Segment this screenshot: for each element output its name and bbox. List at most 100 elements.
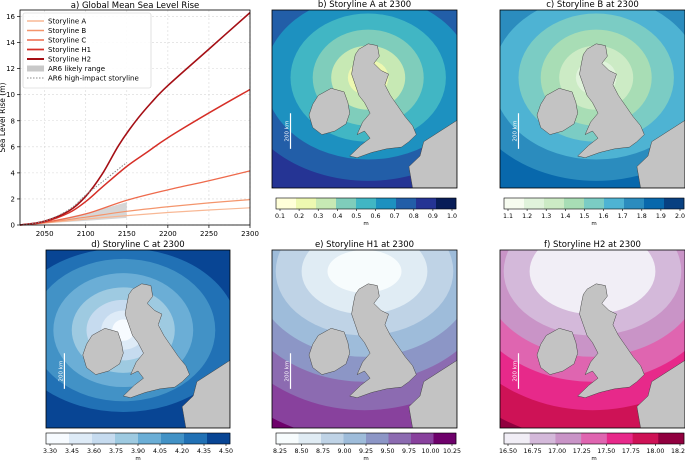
x-tick-label: 2200 <box>159 230 177 238</box>
legend-label-6: AR6 high-impact storyline <box>48 75 139 83</box>
scale-label: 200 km <box>285 121 291 142</box>
colorbar-tick-label: 16.50 <box>499 448 517 455</box>
colorbar-unit-label: m <box>591 456 596 461</box>
colorbar-frame <box>503 432 685 445</box>
x-tick-label: 2100 <box>77 230 95 238</box>
map-frame <box>499 9 685 189</box>
colorbar-swatch-6 <box>184 433 208 444</box>
colorbar-swatch-6 <box>396 198 417 209</box>
colorbar: 0.1 0.2 0.3 0.4 0.5 0.6 0.7 0.8 0.9 1.0 m <box>275 197 457 227</box>
y-tick-label: 14 <box>6 39 15 47</box>
colorbar-swatch-1 <box>69 433 93 444</box>
map-frame <box>45 249 231 429</box>
colorbar-swatch-2 <box>92 433 116 444</box>
colorbar-swatch-6 <box>411 433 434 444</box>
colorbar-swatch-7 <box>207 433 231 444</box>
colorbar-tick-label: 0.3 <box>313 213 323 220</box>
ireland-land <box>536 88 578 135</box>
colorbar-tick-label: 0.5 <box>351 213 361 220</box>
colorbar-swatch-0 <box>276 433 299 444</box>
colorbar-tick-label: 0.8 <box>409 213 419 220</box>
colorbar-tick-label: 4.35 <box>197 448 211 455</box>
colorbar-swatch-0 <box>504 198 525 209</box>
colorbar-swatch-8 <box>664 198 685 209</box>
panel-d: d) Storyline C at 2300 200 km 3.30 3.45 3.60… <box>43 240 233 461</box>
y-tick-label: 12 <box>6 65 15 73</box>
great-britain-land <box>577 283 645 398</box>
colorbar-tick-label: 3.90 <box>131 448 145 455</box>
colorbar: 1.1 1.2 1.3 1.4 1.5 1.6 1.7 1.8 1.9 2.0 m <box>503 197 685 227</box>
colorbar-frame <box>275 197 457 210</box>
ireland-land <box>82 328 124 375</box>
x-tick-label: 2150 <box>118 230 136 238</box>
panel-c-title: c) Storyline B at 2300 <box>546 0 639 10</box>
y-tick-label: 2 <box>11 195 15 203</box>
colorbar-swatch-2 <box>555 433 582 444</box>
panel-e: e) Storyline H1 at 2300 200 km 8.25 8.50 8.7… <box>271 240 461 461</box>
colorbar-tick-label: 3.30 <box>43 448 57 455</box>
continent-land <box>408 120 457 188</box>
colorbar-tick-label: 1.6 <box>599 213 609 220</box>
ireland-land <box>536 328 578 375</box>
colorbar-swatch-3 <box>343 433 367 444</box>
great-britain-land <box>349 283 417 398</box>
contour-field <box>272 10 457 188</box>
y-tick-label: 16 <box>6 13 15 21</box>
colorbar-tick-label: 8.75 <box>316 448 330 455</box>
scale-label: 200 km <box>513 361 519 382</box>
colorbar-tick-label: 1.7 <box>618 213 628 220</box>
colorbar-tick-label: 0.4 <box>332 213 342 220</box>
colorbar-swatch-2 <box>321 433 344 444</box>
contour-field <box>500 10 685 188</box>
colorbar-tick-label: 8.25 <box>273 448 287 455</box>
colorbar-tick-label: 0.2 <box>294 213 304 220</box>
colorbar-tick-label: 9.75 <box>402 448 416 455</box>
colorbar-swatch-8 <box>436 198 457 209</box>
great-britain-land <box>349 43 417 158</box>
y-tick-label: 6 <box>11 143 16 151</box>
colorbar-swatch-1 <box>529 433 556 444</box>
colorbar-swatch-0 <box>46 433 70 444</box>
plot-frame <box>19 9 251 226</box>
legend-label-2: Storyline C <box>48 37 86 45</box>
map-frame <box>271 249 458 429</box>
great-britain-land <box>577 43 645 158</box>
continent-land <box>408 360 457 428</box>
colorbar-tick-label: 2.0 <box>675 213 685 220</box>
panel-c: c) Storyline B at 2300 200 km 1.1 1.2 1.3 1.4… <box>499 0 685 227</box>
continent-land <box>636 120 685 188</box>
colorbar-swatch-7 <box>416 198 437 209</box>
colorbar: 8.25 8.50 8.75 9.00 9.25 9.50 9.75 10.00 10.25 m <box>273 432 461 461</box>
colorbar-tick-label: 10.00 <box>421 448 439 455</box>
colorbar-swatch-4 <box>356 198 377 209</box>
colorbar-tick-label: 1.0 <box>447 213 457 220</box>
legend-label-3: Storyline H1 <box>48 46 91 54</box>
colorbar-swatch-3 <box>564 198 585 209</box>
series-line-4 <box>19 12 251 226</box>
panel-e-title: e) Storyline H1 at 2300 <box>315 240 414 250</box>
colorbar-tick-label: 8.50 <box>294 448 308 455</box>
colorbar-tick-label: 0.6 <box>371 213 381 220</box>
ireland-land <box>308 88 350 135</box>
series-line-3 <box>19 88 251 226</box>
colorbar-swatch-5 <box>388 433 412 444</box>
colorbar-tick-label: 17.25 <box>573 448 591 455</box>
contour-field <box>46 250 230 428</box>
high-impact-line <box>19 162 128 226</box>
colorbar-tick-label: 4.20 <box>175 448 189 455</box>
y-axis-label: Sea Level Rise (m) <box>0 82 7 152</box>
colorbar-tick-label: 1.5 <box>579 213 589 220</box>
colorbar-tick-label: 1.1 <box>503 213 513 220</box>
x-tick-label: 2250 <box>200 230 218 238</box>
scale-label: 200 km <box>58 361 64 382</box>
likely-range-band <box>20 202 127 225</box>
colorbar-swatch-6 <box>624 198 645 209</box>
colorbar: 16.50 16.75 17.00 17.25 17.50 17.75 18.00 18.25… <box>499 432 685 461</box>
scale-label: 200 km <box>513 121 519 142</box>
colorbar-swatch-4 <box>138 433 162 444</box>
colorbar-tick-label: 4.50 <box>219 448 233 455</box>
great-britain-land <box>122 283 190 398</box>
colorbar-swatch-4 <box>366 433 389 444</box>
colorbar-swatch-4 <box>606 433 633 444</box>
